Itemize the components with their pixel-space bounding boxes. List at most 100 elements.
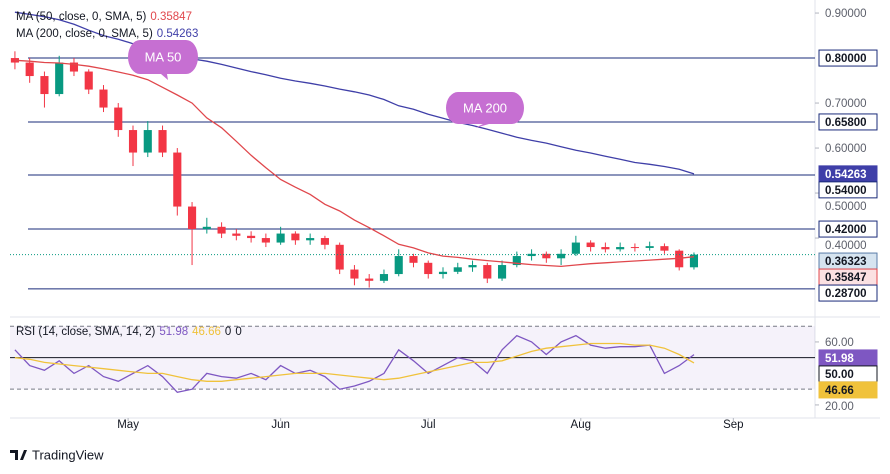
candle [143, 121, 152, 158]
candle-body [173, 152, 182, 207]
candle [394, 249, 403, 277]
candle-body [350, 269, 359, 279]
candle-body [453, 267, 462, 272]
candle [25, 58, 34, 83]
x-tick-label: Aug [571, 419, 591, 431]
legend-part: RSI (14, close, SMA, 14, 2) [16, 326, 156, 338]
price-box-label: 51.98 [825, 353, 854, 365]
y-tick-label: 20.00 [825, 401, 854, 413]
candle-body [69, 62, 79, 72]
candle-body [527, 253, 536, 257]
candle-body [616, 247, 625, 250]
candle-body [394, 256, 403, 275]
y-tick-label: 0.70000 [825, 98, 867, 110]
candle [128, 125, 138, 167]
price-box-label: 0.54000 [825, 185, 867, 197]
series-line [14, 11, 695, 175]
candle [438, 267, 448, 279]
candle [424, 260, 433, 279]
candle-body [276, 233, 285, 243]
candle [202, 217, 211, 234]
candle-body [630, 247, 639, 249]
candle-body [645, 246, 654, 248]
candle-body [542, 253, 551, 259]
legend: RSI (14, close, SMA, 14, 2) 51.98 46.66 0 0 [16, 326, 242, 338]
candle-body [379, 274, 389, 281]
candle-body [424, 262, 433, 275]
candle [512, 251, 521, 268]
candle [557, 249, 566, 266]
candle-body [586, 242, 595, 248]
legend-part: MA (200, close, 0, SMA, 5) [16, 28, 153, 40]
price-box-label: 50.00 [825, 369, 854, 381]
candle [335, 242, 344, 275]
x-tick-label: Sep [723, 419, 743, 431]
x-tick-label: Jun [271, 419, 290, 431]
candle [645, 241, 654, 251]
candle [571, 235, 580, 257]
candle-body [557, 253, 566, 259]
candle-body [84, 71, 93, 90]
candle [379, 269, 389, 284]
price-box-label: 0.28700 [825, 288, 867, 300]
series-line [14, 59, 695, 268]
legend-part: 46.66 [192, 326, 221, 338]
annotation-bubble [128, 40, 198, 80]
candle-body [55, 62, 64, 95]
candle-body [468, 265, 477, 268]
candle-body [601, 247, 610, 250]
candle [542, 251, 551, 263]
brand: TradingView [32, 447, 104, 462]
candle-body [99, 89, 108, 108]
candle-body [188, 206, 197, 230]
candle [468, 260, 477, 272]
candle-body [365, 278, 374, 281]
x-tick-label: Jul [421, 419, 436, 431]
candle [601, 242, 610, 253]
candle [158, 125, 167, 158]
candle [114, 103, 123, 137]
candle-body [409, 256, 418, 263]
candle [306, 233, 315, 245]
price-box [818, 49, 878, 67]
legend-part: 51.98 [159, 326, 188, 338]
candle-body [675, 250, 684, 268]
series-line [14, 334, 695, 394]
y-tick-label: 0.50000 [825, 201, 867, 213]
price-box [818, 113, 878, 131]
legend: MA (50, close, 0, SMA, 5) 0.35847 [16, 11, 192, 23]
candle-body [158, 130, 167, 153]
candle-body [660, 246, 669, 251]
candle [527, 249, 536, 261]
legend-part: 0 [225, 326, 231, 338]
candle [99, 85, 108, 113]
candle [217, 222, 226, 239]
candle [630, 243, 639, 252]
candle-body [247, 235, 256, 239]
candle-body [497, 265, 507, 279]
price-box-label: 0.35847 [825, 272, 867, 284]
candle [365, 274, 374, 288]
candle [660, 243, 669, 254]
price-box [818, 220, 878, 238]
price-box-label: 0.42000 [825, 224, 867, 236]
candle [232, 229, 241, 241]
annotation-text: MA 50 [145, 49, 182, 64]
candle [453, 262, 462, 275]
price-box-label: 0.36323 [825, 256, 867, 268]
candle [689, 252, 699, 270]
legend-part: 0 [235, 326, 241, 338]
candle [586, 240, 595, 252]
candle-body [291, 233, 300, 241]
price-box-label: 46.66 [825, 385, 854, 397]
y-tick-label: 0.40000 [825, 240, 867, 252]
candle [247, 231, 256, 243]
price-box-label: 0.65800 [825, 117, 867, 129]
candle-body [512, 256, 521, 266]
logo: TradingView [10, 447, 104, 462]
candle-body [571, 242, 580, 254]
candle [320, 235, 329, 250]
candle-body [202, 226, 211, 230]
candle [409, 253, 418, 268]
